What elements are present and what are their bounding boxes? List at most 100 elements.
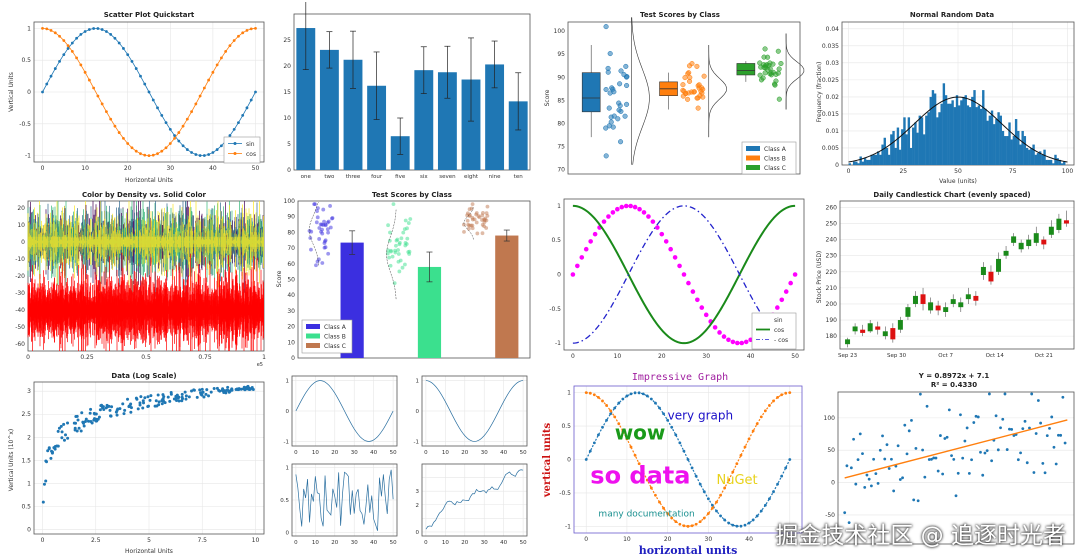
data-point bbox=[625, 394, 629, 398]
histogram-bar bbox=[933, 93, 937, 165]
y-axis-label: Vertical Units bbox=[8, 72, 15, 112]
plot-frame bbox=[33, 381, 265, 535]
data-point bbox=[482, 220, 487, 225]
data-point bbox=[146, 395, 150, 399]
candle-body bbox=[980, 266, 986, 275]
histogram-bar bbox=[918, 115, 921, 165]
data-point bbox=[698, 482, 702, 486]
legend-swatch bbox=[746, 155, 760, 161]
x-tick-label: 0 bbox=[424, 450, 428, 456]
y-tick-label: 80 bbox=[287, 229, 295, 236]
y-tick-label: 80 bbox=[557, 120, 565, 127]
data-point bbox=[62, 39, 66, 42]
x-tick-label: 100 bbox=[1062, 168, 1074, 175]
plot-frame bbox=[421, 375, 528, 447]
data-point bbox=[610, 124, 616, 130]
data-point bbox=[632, 204, 638, 210]
histogram-bar bbox=[922, 134, 926, 165]
y-tick-label: 90 bbox=[557, 74, 565, 81]
data-point bbox=[624, 101, 630, 107]
y-tick-label: 0.02 bbox=[826, 94, 840, 101]
legend-label: Class A bbox=[324, 324, 347, 331]
data-point bbox=[601, 399, 604, 403]
data-point bbox=[470, 202, 475, 207]
y-tick-label: 20 bbox=[283, 63, 291, 70]
data-point bbox=[215, 148, 219, 151]
data-point bbox=[588, 391, 592, 395]
data-point bbox=[77, 426, 81, 430]
data-point bbox=[42, 482, 46, 486]
candle-body bbox=[1056, 218, 1062, 230]
data-point bbox=[721, 334, 727, 339]
data-point bbox=[70, 50, 74, 53]
candle-body bbox=[1026, 239, 1032, 247]
y-tick-label: 0.03 bbox=[826, 60, 840, 67]
data-point bbox=[168, 399, 172, 403]
data-point bbox=[757, 60, 763, 66]
data-point bbox=[79, 429, 83, 433]
histogram-bar bbox=[872, 154, 876, 165]
data-point bbox=[45, 27, 49, 31]
data-point bbox=[108, 408, 112, 412]
data-point bbox=[326, 251, 331, 256]
plot-frame bbox=[291, 375, 398, 447]
data-point bbox=[694, 63, 700, 69]
data-point bbox=[249, 27, 253, 31]
data-point bbox=[99, 404, 103, 408]
x-tick-label: 25 bbox=[899, 168, 907, 175]
histogram-bar bbox=[942, 83, 946, 165]
data-point bbox=[129, 410, 133, 414]
y-tick-label: -30 bbox=[15, 290, 25, 297]
data-point bbox=[320, 261, 325, 265]
candle-body bbox=[1048, 226, 1054, 235]
histogram-bar bbox=[1063, 161, 1066, 165]
data-point bbox=[476, 214, 481, 218]
plot-frame bbox=[573, 385, 803, 534]
y-tick-label: -10 bbox=[15, 256, 25, 263]
data-point bbox=[770, 61, 776, 67]
x-tick-label: 30 bbox=[166, 165, 174, 172]
data-point bbox=[322, 219, 326, 224]
data-point bbox=[190, 110, 193, 114]
data-point bbox=[757, 72, 763, 78]
data-point bbox=[105, 110, 108, 114]
data-point bbox=[322, 241, 327, 246]
data-point bbox=[403, 218, 408, 223]
data-point bbox=[160, 114, 164, 117]
data-point bbox=[747, 521, 751, 525]
histogram-bar bbox=[955, 95, 959, 165]
legend-label: sin bbox=[246, 141, 255, 148]
data-point bbox=[685, 96, 691, 102]
data-point bbox=[52, 446, 56, 450]
data-point bbox=[134, 396, 138, 400]
data-point bbox=[318, 222, 323, 227]
data-point bbox=[792, 272, 798, 277]
data-point bbox=[462, 230, 466, 234]
histogram-bar bbox=[944, 95, 948, 165]
data-point bbox=[751, 518, 755, 522]
data-point bbox=[184, 394, 188, 398]
data-point bbox=[50, 449, 54, 453]
data-point bbox=[228, 134, 232, 137]
data-point bbox=[641, 210, 647, 215]
legend-marker bbox=[233, 142, 237, 145]
data-point bbox=[66, 436, 70, 440]
data-point bbox=[739, 524, 743, 528]
impressive-graph-chart: Impressive Graph-1-0.500.510 10 20 30 40 50ho… bbox=[542, 372, 803, 557]
y-tick-label: 0 bbox=[416, 409, 420, 415]
candlestick-chart: Daily Candlestick Chart (evenly spaced) 1… bbox=[816, 191, 1075, 359]
histogram-bar bbox=[1036, 153, 1040, 165]
data-point bbox=[735, 340, 740, 346]
data-point bbox=[180, 392, 184, 396]
data-point bbox=[592, 441, 596, 445]
data-point bbox=[711, 503, 714, 507]
box bbox=[581, 72, 601, 113]
y-tick-label: 0.015 bbox=[822, 111, 839, 118]
data-point bbox=[164, 121, 168, 125]
data-point bbox=[621, 429, 625, 433]
data-point bbox=[160, 149, 164, 153]
data-point bbox=[314, 220, 319, 225]
data-point bbox=[328, 225, 333, 230]
data-point bbox=[190, 389, 194, 393]
y-tick-label: 70 bbox=[287, 245, 295, 252]
